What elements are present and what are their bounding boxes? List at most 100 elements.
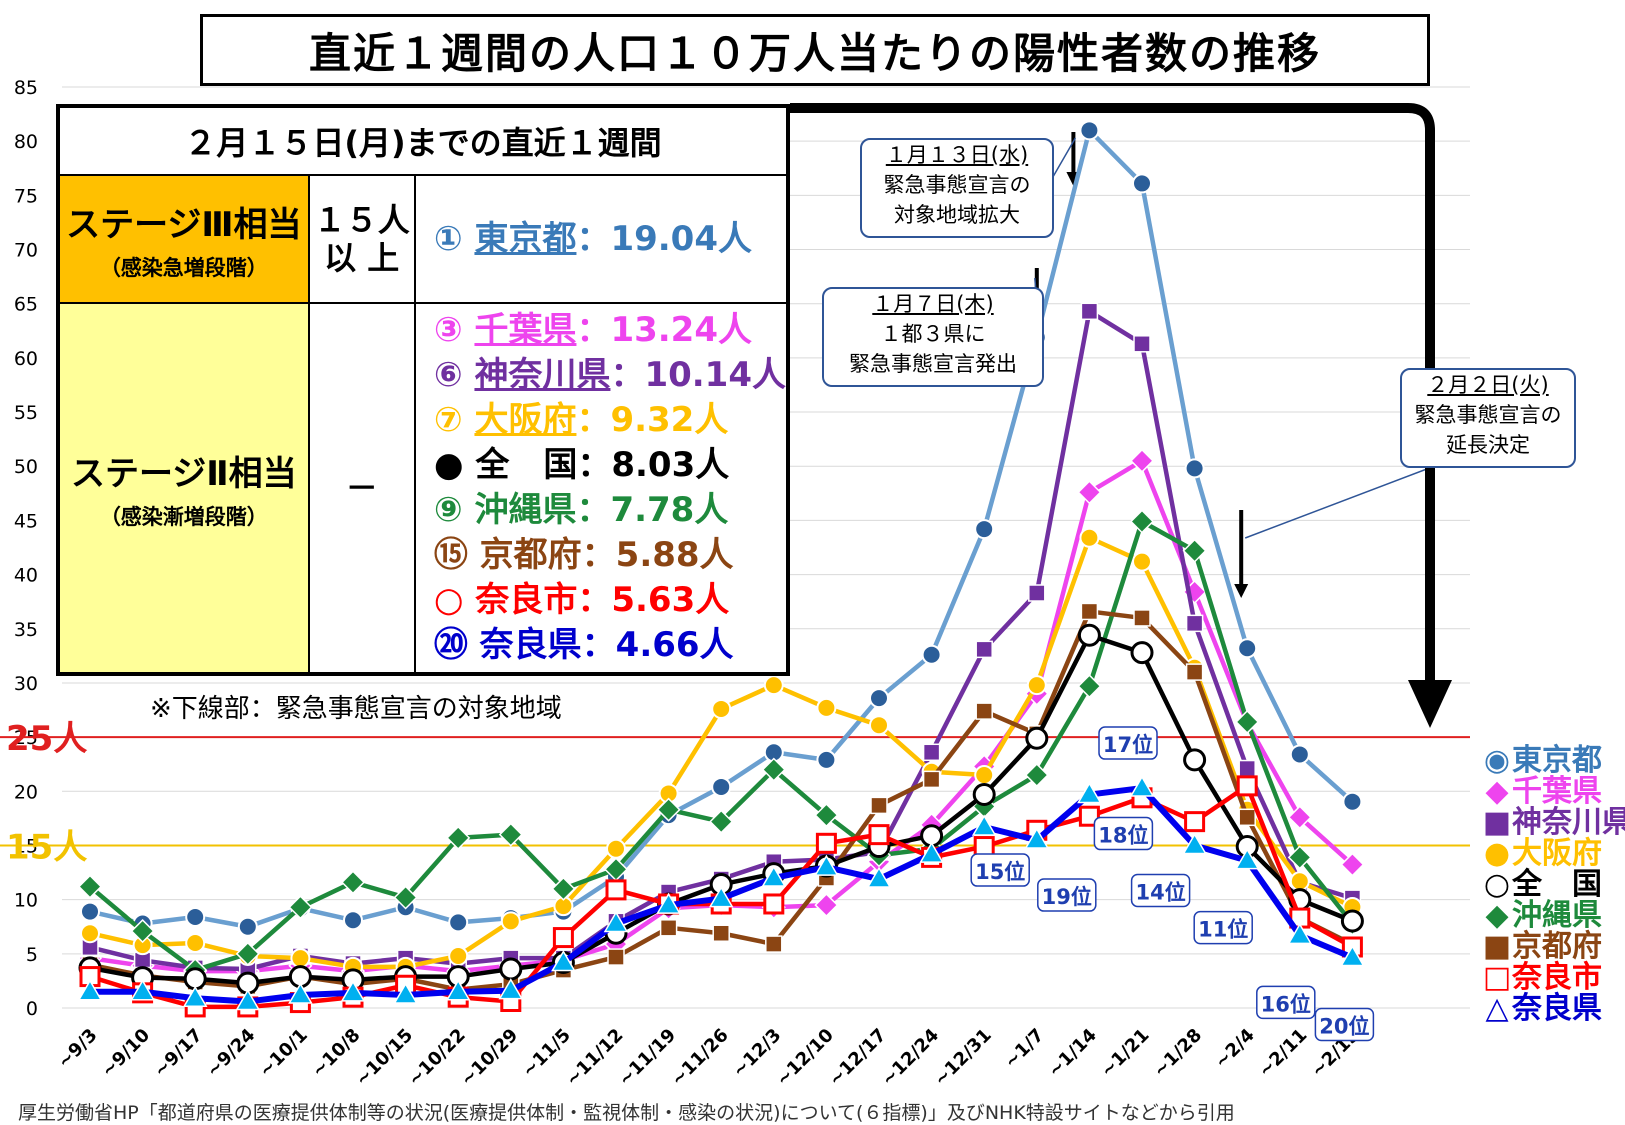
data-point <box>1182 832 1207 855</box>
period-arrow <box>790 103 1435 690</box>
data-point <box>77 874 103 899</box>
data-point <box>288 895 313 920</box>
legend-symbol: △ <box>1485 991 1509 1026</box>
entry-name: 東京都 <box>474 218 577 259</box>
x-tick-label: ~12/31 <box>930 1025 996 1091</box>
data-point <box>656 892 681 914</box>
legend-label: 大阪府 <box>1512 836 1602 871</box>
rank-label-box <box>970 853 1030 887</box>
stage3-threshold: １５人 以 上 <box>307 174 416 304</box>
entry-rank: ● <box>433 445 476 485</box>
data-point <box>761 757 786 782</box>
rank-label: 11位 <box>1193 910 1253 945</box>
rank-label: 14位 <box>1130 873 1191 908</box>
data-point <box>1185 614 1204 633</box>
data-point <box>1287 922 1313 945</box>
table-entry: ① 東京都：19.04人 <box>434 217 786 262</box>
legend-item: △ 奈良県 <box>1482 993 1625 1024</box>
legend-label: 京都府 <box>1512 929 1602 964</box>
y-tick-label: 55 <box>14 402 38 424</box>
table-entry: ⑳ 奈良県：4.66人 <box>434 623 786 668</box>
legend-label: 千葉県 <box>1512 774 1602 809</box>
data-point <box>343 910 363 931</box>
entry-value: ：5.63人 <box>577 580 730 620</box>
data-point <box>814 803 839 828</box>
x-tick-label: ~9/3 <box>54 1025 102 1073</box>
table-entry: ○ 奈良市：5.63人 <box>434 578 786 623</box>
data-point <box>290 948 311 969</box>
data-point <box>80 923 100 944</box>
data-point <box>1236 775 1258 797</box>
data-point <box>1340 945 1365 967</box>
legend-label: 奈良市 <box>1512 960 1602 995</box>
entry-rank: ○ <box>433 580 476 620</box>
stage2-name: ステージⅡ相当 <box>70 453 297 494</box>
callout-date: ２月２日(火) <box>1427 373 1549 397</box>
data-point <box>77 979 103 1001</box>
entry-rank: ⑨ <box>433 490 475 530</box>
legend-item: ■神奈川県 <box>1482 807 1625 838</box>
y-tick-label: 30 <box>14 673 38 695</box>
entry-name: 大阪府 <box>474 400 577 440</box>
series-lines <box>77 120 1365 1018</box>
data-point <box>975 640 993 659</box>
data-point <box>763 893 785 915</box>
rank-label-text: 15位 <box>975 860 1025 884</box>
legend-item: ●大阪府 <box>1482 838 1625 869</box>
data-point <box>919 841 944 863</box>
x-tick-label: ~12/10 <box>772 1025 838 1091</box>
data-point <box>815 832 837 854</box>
data-point <box>922 770 941 789</box>
data-point <box>1077 623 1101 647</box>
source-citation: 厚生労働省HP「都道府県の医療提供体制等の状況(医療提供体制・監視体制・感染の状… <box>18 1102 1235 1124</box>
x-tick-label: ~9/10 <box>97 1025 154 1082</box>
data-point <box>1238 759 1256 778</box>
data-point <box>922 743 941 762</box>
y-tick-label: 10 <box>14 890 38 912</box>
callout-text: 対象地域拡大 <box>894 203 1020 227</box>
reference-label: 25人 <box>6 719 87 759</box>
stage3-cell: ステージⅢ相当 （感染急増段階） <box>57 174 310 304</box>
stage3-name: ステージⅢ相当 <box>66 204 302 245</box>
y-tick-label: 80 <box>14 131 38 153</box>
data-point <box>340 980 366 1002</box>
data-point <box>1289 744 1310 765</box>
data-point <box>708 886 734 908</box>
data-point <box>1080 602 1099 621</box>
data-point <box>1024 827 1050 849</box>
x-tick-label: ~11/19 <box>615 1025 681 1091</box>
entry-rank: ① <box>433 218 475 259</box>
period-arrowhead <box>1408 680 1452 728</box>
table-entry: ③ 千葉県：13.24人 <box>434 308 786 353</box>
y-tick-label: 20 <box>14 781 38 803</box>
data-point <box>659 919 678 937</box>
callout-text: 緊急事態宣言の <box>883 173 1031 197</box>
x-tick-label: ~1/28 <box>1149 1025 1206 1082</box>
data-point <box>709 809 734 834</box>
data-point <box>1342 791 1363 812</box>
y-tick-label: 65 <box>14 294 38 316</box>
footnote: ※下線部：緊急事態宣言の対象地域 <box>150 694 562 724</box>
rank-label-box <box>1098 726 1158 760</box>
rank-labels: 15位 19位 18位 17位 14位 11位 16位 20位 <box>970 726 1375 1042</box>
callout-text: １都３県に <box>880 322 986 346</box>
rank-label: 16位 <box>1256 985 1316 1020</box>
data-point <box>288 982 313 1004</box>
data-point <box>1287 805 1312 830</box>
x-tick-label: ~11/12 <box>562 1025 628 1091</box>
data-point <box>1132 173 1152 194</box>
data-point <box>816 749 837 770</box>
legend-symbol: ● <box>1483 836 1511 871</box>
table-entry: ⑨ 沖縄県：7.78人 <box>434 488 786 533</box>
data-point <box>1340 909 1364 933</box>
entry-value: ：4.66人 <box>581 625 734 665</box>
entry-rank: ⑮ <box>433 535 480 575</box>
legend-item: ■京都府 <box>1482 931 1625 962</box>
data-point <box>446 825 471 850</box>
data-point <box>1235 709 1260 735</box>
data-point <box>972 783 996 807</box>
legend-item: ◉東京都 <box>1482 745 1625 776</box>
y-tick-label: 70 <box>14 240 38 262</box>
data-point <box>1184 811 1206 833</box>
